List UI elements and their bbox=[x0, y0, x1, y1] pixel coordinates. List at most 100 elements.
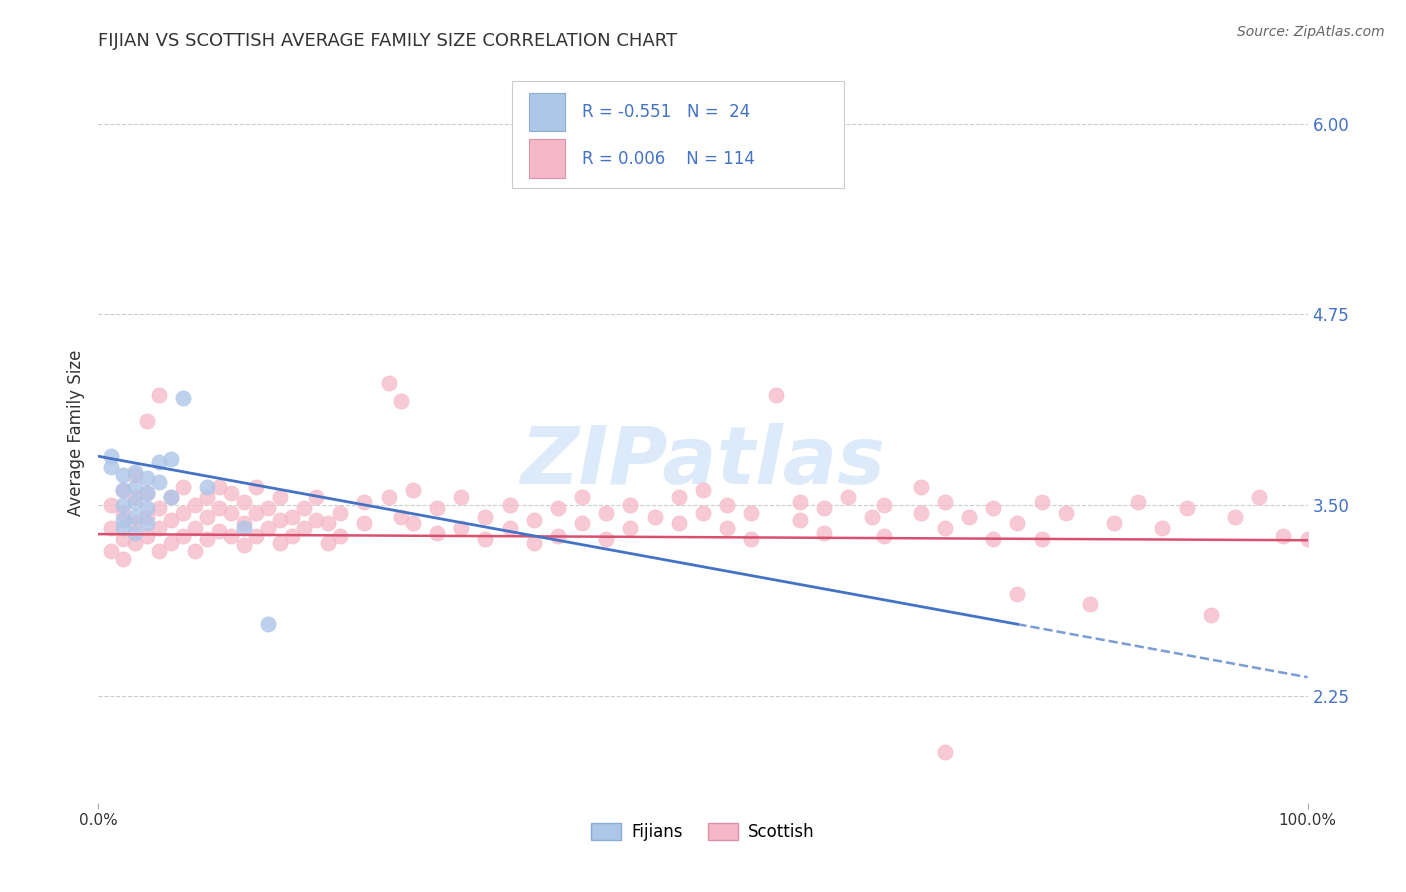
Point bbox=[256, 501, 278, 516]
Point bbox=[111, 467, 134, 482]
Point bbox=[619, 498, 641, 512]
Point bbox=[135, 529, 157, 543]
Point bbox=[1078, 598, 1101, 612]
Point bbox=[981, 501, 1004, 516]
Text: ZIPatlas: ZIPatlas bbox=[520, 423, 886, 501]
Point bbox=[692, 506, 714, 520]
Point bbox=[135, 501, 157, 516]
Point bbox=[353, 516, 375, 531]
Point bbox=[619, 521, 641, 535]
Point bbox=[957, 510, 980, 524]
Legend: Fijians, Scottish: Fijians, Scottish bbox=[585, 816, 821, 847]
Point bbox=[160, 491, 183, 505]
Point bbox=[716, 498, 738, 512]
Point bbox=[160, 452, 183, 467]
Point bbox=[789, 495, 811, 509]
Point bbox=[135, 486, 157, 500]
Point bbox=[1223, 510, 1246, 524]
Point bbox=[934, 495, 956, 509]
Point bbox=[195, 491, 218, 505]
Point bbox=[644, 510, 666, 524]
Point bbox=[668, 491, 690, 505]
Point bbox=[1054, 506, 1077, 520]
Point bbox=[256, 521, 278, 535]
FancyBboxPatch shape bbox=[512, 81, 845, 188]
Point bbox=[269, 536, 291, 550]
Point bbox=[740, 532, 762, 546]
Point bbox=[716, 521, 738, 535]
Point bbox=[873, 529, 896, 543]
Point bbox=[292, 521, 315, 535]
Point bbox=[329, 506, 352, 520]
Point bbox=[1031, 532, 1053, 546]
Point bbox=[195, 532, 218, 546]
Point bbox=[111, 483, 134, 497]
Point bbox=[981, 532, 1004, 546]
Point bbox=[837, 491, 859, 505]
Text: R = -0.551   N =  24: R = -0.551 N = 24 bbox=[582, 103, 751, 121]
Point bbox=[860, 510, 883, 524]
Point bbox=[111, 521, 134, 535]
Point bbox=[1102, 516, 1125, 531]
Point bbox=[221, 506, 243, 520]
Point bbox=[571, 491, 593, 505]
Point bbox=[111, 532, 134, 546]
Point bbox=[148, 521, 170, 535]
Point bbox=[160, 491, 183, 505]
Point bbox=[595, 506, 617, 520]
Point bbox=[184, 498, 207, 512]
Point bbox=[232, 521, 254, 535]
Point bbox=[292, 501, 315, 516]
Point bbox=[232, 538, 254, 552]
Point bbox=[111, 513, 134, 527]
Point bbox=[269, 491, 291, 505]
Point bbox=[100, 450, 122, 464]
Point bbox=[100, 521, 122, 535]
Point bbox=[450, 521, 472, 535]
Point bbox=[873, 498, 896, 512]
Point bbox=[1249, 491, 1271, 505]
Point bbox=[208, 501, 231, 516]
Y-axis label: Average Family Size: Average Family Size bbox=[67, 350, 86, 516]
Point bbox=[910, 480, 932, 494]
Point bbox=[148, 475, 170, 490]
Point bbox=[668, 516, 690, 531]
Point bbox=[1007, 516, 1029, 531]
Point bbox=[595, 532, 617, 546]
Point bbox=[208, 524, 231, 538]
Point bbox=[245, 506, 267, 520]
Point bbox=[232, 516, 254, 531]
Point bbox=[135, 516, 157, 531]
Point bbox=[245, 480, 267, 494]
Point bbox=[111, 483, 134, 497]
Point bbox=[124, 480, 146, 494]
Point bbox=[765, 388, 787, 402]
Point bbox=[221, 529, 243, 543]
Point bbox=[523, 536, 546, 550]
Point bbox=[184, 521, 207, 535]
FancyBboxPatch shape bbox=[529, 139, 565, 178]
Point bbox=[281, 529, 304, 543]
Point bbox=[111, 551, 134, 566]
Point bbox=[316, 516, 339, 531]
Point bbox=[934, 746, 956, 760]
Point bbox=[172, 506, 194, 520]
Point bbox=[124, 467, 146, 482]
Point bbox=[402, 516, 425, 531]
Point bbox=[208, 480, 231, 494]
Point bbox=[813, 525, 835, 540]
Point bbox=[305, 491, 328, 505]
Point bbox=[160, 536, 183, 550]
Point bbox=[100, 498, 122, 512]
Point bbox=[184, 544, 207, 558]
Point bbox=[450, 491, 472, 505]
Point bbox=[498, 498, 520, 512]
Point bbox=[1272, 529, 1295, 543]
Point bbox=[547, 501, 569, 516]
Point bbox=[124, 536, 146, 550]
Point bbox=[148, 501, 170, 516]
Point bbox=[813, 501, 835, 516]
Point bbox=[389, 394, 412, 409]
Point bbox=[148, 455, 170, 469]
Point bbox=[402, 483, 425, 497]
